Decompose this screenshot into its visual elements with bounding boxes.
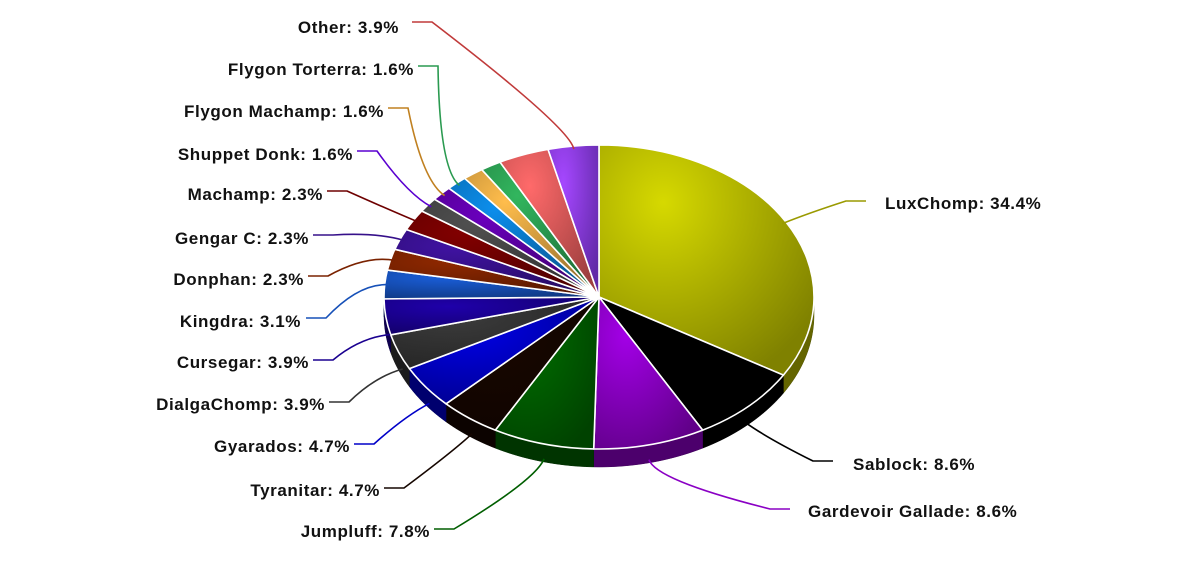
pie-slice-sablock (598, 296, 785, 431)
leader-line-kingdra (306, 283, 390, 319)
leader-line-shuppet-donk (357, 150, 432, 208)
slice-label-machamp: Machamp: 2.3% (188, 185, 323, 204)
leader-line-gyarados (354, 402, 430, 445)
slice-label-jumpluff: Jumpluff: 7.8% (301, 522, 430, 541)
leader-line-flygon-machamp (388, 107, 446, 197)
leader-line-tyranitar (384, 433, 473, 489)
pie-slice-jumpluff (494, 296, 600, 450)
slice-label-other: Other: 3.9% (298, 18, 399, 37)
pie-slices (383, 144, 815, 450)
slice-label-dialgachomp: DialgaChomp: 3.9% (156, 395, 325, 414)
leader-line-sablock (744, 421, 833, 462)
leader-line-donphan (308, 258, 395, 277)
leader-line-flygon-torterra (418, 65, 460, 187)
leader-line-gengar-c (313, 233, 405, 242)
leader-line-machamp (327, 190, 418, 223)
slice-label-gardevoir-gallade: Gardevoir Gallade: 8.6% (808, 502, 1017, 521)
pie-slice-gardevoir-gallade (592, 296, 704, 450)
slice-label-donphan: Donphan: 2.3% (173, 270, 304, 289)
slice-label-flygon-machamp: Flygon Machamp: 1.6% (184, 102, 384, 121)
leader-line-jumpluff (434, 458, 545, 530)
slice-label-shuppet-donk: Shuppet Donk: 1.6% (178, 145, 353, 164)
slice-label-kingdra: Kingdra: 3.1% (180, 312, 301, 331)
slice-label-gengar-c: Gengar C: 2.3% (175, 229, 309, 248)
pie-sides (383, 296, 815, 468)
slice-label-tyranitar: Tyranitar: 4.7% (250, 481, 380, 500)
slice-label-sablock: Sablock: 8.6% (853, 455, 975, 474)
leader-line-cursegar (313, 333, 391, 361)
leader-line-luxchomp (782, 200, 866, 225)
leader-line-other (412, 21, 575, 150)
leader-line-gardevoir-gallade (648, 459, 790, 510)
slice-label-flygon-torterra: Flygon Torterra: 1.6% (228, 60, 414, 79)
pie-labels: LuxChomp: 34.4% Sablock: 8.6% Gardevoir Ga… (156, 18, 1041, 541)
slice-label-gyarados: Gyarados: 4.7% (214, 437, 350, 456)
slice-label-luxchomp: LuxChomp: 34.4% (885, 194, 1041, 213)
slice-label-cursegar: Cursegar: 3.9% (177, 353, 309, 372)
leader-line-dialgachomp (329, 368, 403, 403)
